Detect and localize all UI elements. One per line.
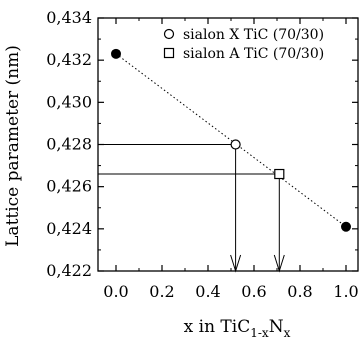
y-tick-label: 0,432 [46,50,92,69]
data-points [111,48,351,232]
y-tick-label: 0,428 [46,135,92,154]
x-tick-label: 1.0 [333,282,358,301]
x-tick-label: 0.0 [103,282,128,301]
reference-point [111,48,121,59]
y-tick-label: 0,424 [46,219,92,238]
y-axis-label: Lattice parameter (nm) [3,45,23,247]
arrow-head [230,254,242,273]
x-tick-label: 0.6 [241,282,266,301]
axes: 0,422 0,424 0,426 0,428 0,430 0,432 0,434 0.0 0.… [46,8,359,301]
sialon-a-point [274,168,285,180]
reference-dotted-line [115,53,347,228]
reference-point [341,221,351,232]
arrow-head [273,254,285,273]
guide-lines [98,53,347,273]
legend-marker-square [163,47,175,59]
legend-marker-circle [163,28,175,40]
y-tick-label: 0,422 [46,261,92,280]
legend-label-sialon-a: sialon A TiC (70/30) [183,46,324,62]
x-tick-label: 0.8 [287,282,312,301]
x-tick-label: 0.2 [149,282,174,301]
legend: sialon X TiC (70/30) sialon A TiC (70/30… [163,27,324,62]
x-tick-label: 0.4 [195,282,220,301]
x-axis-label: x in TiC1-xNx [184,317,291,339]
y-tick-label: 0,426 [46,177,92,196]
legend-label-sialon-x: sialon X TiC (70/30) [183,27,324,43]
y-tick-label: 0,430 [46,92,92,111]
y-tick-label: 0,434 [46,8,92,27]
sialon-x-point [230,139,241,150]
